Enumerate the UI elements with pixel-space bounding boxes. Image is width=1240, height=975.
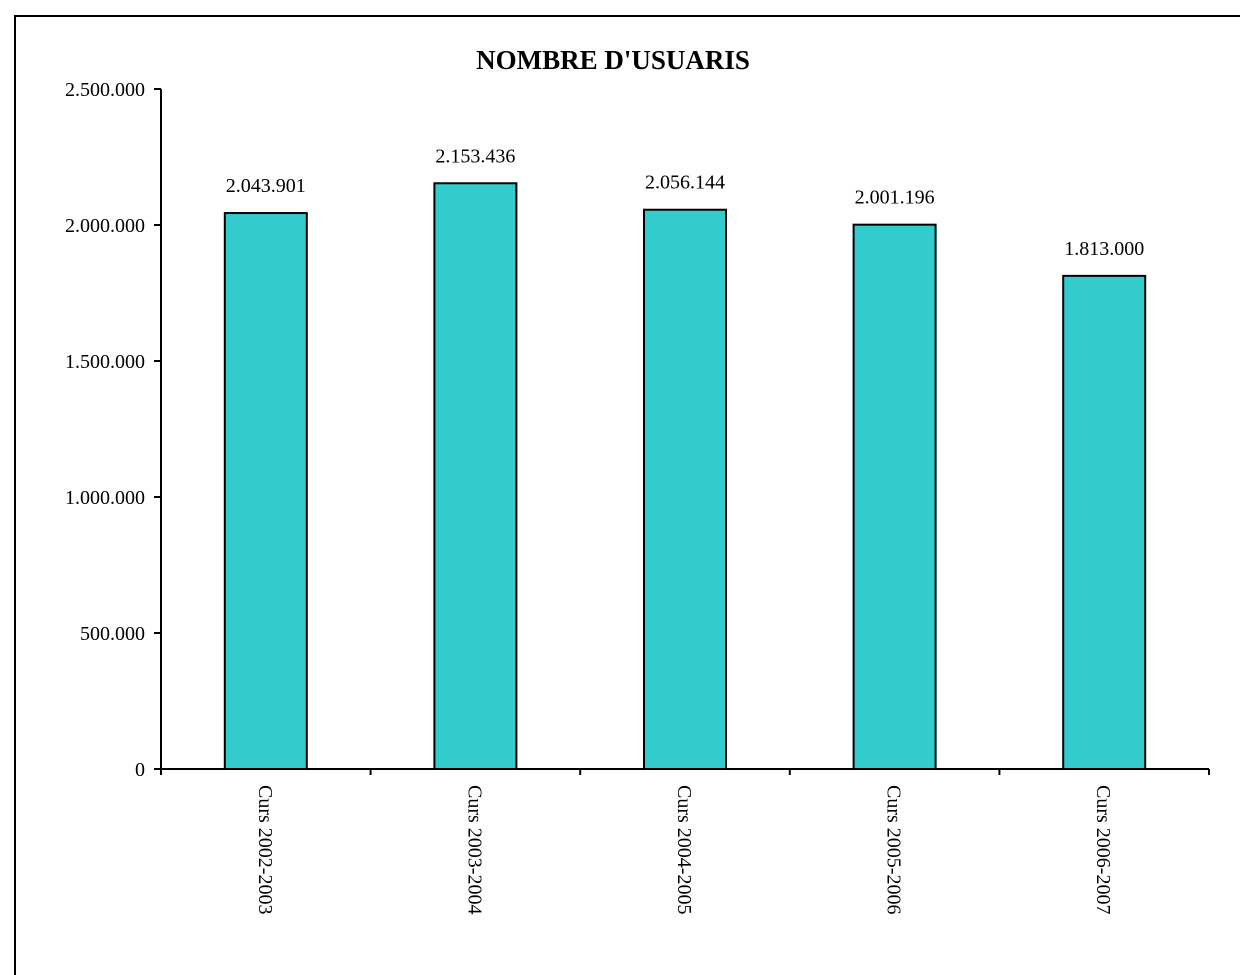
bar-2: [433, 182, 518, 771]
category-label-4: Curs 2005-2006: [883, 785, 905, 914]
y-tick-label-2: 1.000.000: [65, 487, 145, 509]
category-label-5: Curs 2006-2007: [1092, 785, 1114, 914]
y-tick-label-3: 1.500.000: [65, 351, 145, 373]
bar-3: [643, 208, 727, 771]
data-label-5: 1.813.000: [1064, 238, 1144, 260]
bar-1: [223, 212, 308, 771]
category-label-3: Curs 2004-2005: [673, 785, 695, 914]
bar-4: [852, 223, 937, 770]
chart-title: NOMBRE D'USUARIS: [476, 45, 750, 75]
bar-5: [1062, 274, 1147, 770]
y-tick-label-5: 2.500.000: [65, 79, 145, 101]
y-tick-label-1: 500.000: [80, 623, 145, 645]
data-label-3: 2.056.144: [645, 172, 725, 194]
chart-frame: [14, 15, 1240, 975]
y-tick-label-0: 0: [135, 759, 145, 781]
bars-layer: [223, 182, 1147, 771]
data-label-4: 2.001.196: [855, 187, 935, 209]
labels-layer: 2.043.901 Curs 2002-2003 2.153.436 Curs 200…: [65, 79, 1144, 914]
y-tick-label-4: 2.000.000: [65, 215, 145, 237]
category-label-1: Curs 2002-2003: [254, 785, 276, 914]
data-label-2: 2.153.436: [435, 145, 515, 167]
axes-layer: [154, 88, 1210, 775]
category-label-2: Curs 2003-2004: [463, 785, 485, 914]
data-label-1: 2.043.901: [226, 175, 306, 197]
